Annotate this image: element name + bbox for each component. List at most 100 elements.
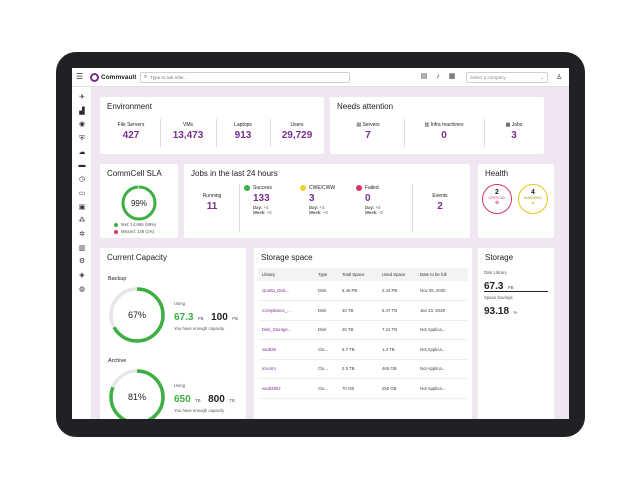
stat-label-text: Infra machines: [430, 122, 464, 128]
table-row[interactable]: Compliance_... Disk 30 TB 5.47 TB Jan 23…: [258, 300, 468, 321]
used-space-cell: 250 GB: [378, 378, 416, 399]
archive-gauge[interactable]: 81%: [107, 367, 167, 419]
backup-note: You have enough capacity: [174, 326, 225, 331]
dashboard-icon[interactable]: ▟: [79, 107, 85, 115]
menu-icon[interactable]: ☰: [76, 72, 84, 81]
network-icon[interactable]: ⁂: [78, 217, 86, 225]
week-delta: +2: [266, 210, 272, 215]
column-header[interactable]: Used Space: [378, 268, 416, 281]
sla-donut[interactable]: 99%: [100, 164, 178, 238]
archive-gauge-arc: [109, 369, 165, 419]
table-row[interactable]: vault2802 Clo... 70 GB 250 GB Not Applic…: [258, 378, 468, 399]
running-stat[interactable]: Running 11: [192, 193, 232, 212]
success-stat[interactable]: Success 133 Day: +4 Week: +2: [244, 185, 296, 215]
archive-label: Archive: [108, 358, 127, 364]
search-icon: ⌕: [144, 74, 148, 80]
type-cell: Disk: [314, 320, 338, 340]
protect-icon[interactable]: ◉: [78, 121, 86, 129]
laptops-stat[interactable]: Laptops 913: [218, 122, 268, 141]
type-cell: Clo...: [314, 359, 338, 379]
logo[interactable]: Commvault: [90, 72, 137, 82]
library-cell[interactable]: vault28: [258, 339, 314, 360]
cwe-day: Day: +3: [309, 205, 352, 210]
backup-label: Backup: [108, 276, 127, 282]
company-select[interactable]: Select a company ⌄: [466, 72, 548, 83]
critical-icon: ⊗: [494, 200, 500, 206]
library-cell[interactable]: Compliance_...: [258, 300, 314, 321]
library-cell[interactable]: vault2802: [258, 378, 314, 399]
chevron-down-icon: ⌄: [540, 74, 544, 80]
sla-percent: 99%: [131, 199, 147, 208]
storage-card: Storage Disk Library 67.3 PB Space Savin…: [478, 248, 554, 419]
column-header[interactable]: Library: [258, 268, 314, 281]
backup-gauge-arc: [109, 287, 165, 343]
divider: [412, 184, 413, 232]
app-screen: ☰ Commvault ⌕ ▤ ♪ ▦ Select a company ⌄ ♙: [72, 68, 569, 419]
cube-icon[interactable]: ◈: [79, 271, 85, 279]
users-stat[interactable]: Users 29,729: [272, 122, 322, 141]
failed-stat[interactable]: Failed 0 Day: +0 Week: -3: [356, 185, 408, 215]
library-cell[interactable]: Disk_Storage...: [258, 320, 314, 340]
servers-stat[interactable]: ▤ Servers 7: [336, 122, 400, 141]
globe-icon[interactable]: ◍: [78, 285, 86, 293]
environment-title: Environment: [107, 102, 152, 111]
success-value: 133: [253, 193, 270, 204]
warning-icon: ▲: [530, 200, 536, 206]
needs-attention-card: Needs attention ▤ Servers 7 ▥ Infra mach…: [330, 97, 544, 154]
server-icon[interactable]: ▣: [78, 203, 86, 211]
jobs-stat[interactable]: ▦ Jobs 3: [486, 122, 542, 141]
file-servers-stat[interactable]: File Servers 427: [104, 122, 158, 141]
backup-gauge[interactable]: 67%: [107, 285, 167, 345]
shield-icon[interactable]: ⛨: [79, 135, 85, 143]
failed-value: 0: [365, 193, 371, 204]
health-title: Health: [485, 169, 509, 178]
guided-setup-icon[interactable]: ✈: [79, 94, 85, 101]
table-row[interactable]: Disk_Storage... Disk 25 TB 7.21 TB Not A…: [258, 320, 468, 340]
capacity-title: Current Capacity: [107, 253, 168, 262]
cwe-stat[interactable]: CWE/CWW 3 Day: +3 Week: +3: [300, 185, 352, 215]
search-box[interactable]: ⌕: [140, 72, 350, 83]
critical-badge[interactable]: 2 CRITICAL ⊗: [482, 184, 512, 214]
stat-label-text: Servers: [362, 122, 380, 128]
workflow-icon[interactable]: ⚙: [78, 258, 86, 266]
divider: [484, 119, 485, 147]
used-space-cell: 2.44 PB: [378, 281, 416, 301]
storage-icon[interactable]: ▭: [78, 189, 86, 197]
events-stat[interactable]: Events 2: [416, 193, 464, 212]
archive-used-unit: TB: [195, 398, 201, 403]
vms-stat[interactable]: VMs 13,473: [162, 122, 214, 141]
column-header[interactable]: Date to be full: [416, 268, 468, 281]
day-delta: +0: [375, 205, 381, 210]
day-label: Day:: [309, 205, 319, 210]
environment-card: Environment File Servers 427 VMs 13,473 …: [100, 97, 324, 154]
disk-library-value-row[interactable]: 67.3 PB: [484, 276, 514, 294]
space-savings-value-row[interactable]: 93.18 %: [484, 301, 517, 319]
table-row[interactable]: Quotta_Disk... Disk 5.46 PB 2.44 PB Nov …: [258, 281, 468, 301]
monitor-icon[interactable]: ◷: [78, 176, 86, 184]
reports-icon[interactable]: ▥: [78, 244, 86, 252]
table-row[interactable]: vault28 Clo... 6.7 TB 1.4 TB Not Applica…: [258, 339, 468, 360]
library-cell[interactable]: Quotta_Disk...: [258, 281, 314, 301]
user-icon[interactable]: ♙: [556, 74, 563, 81]
clipboard-icon[interactable]: ▤: [420, 73, 428, 80]
critical-label: CRITICAL: [488, 196, 506, 200]
column-header[interactable]: Total Space: [338, 268, 378, 281]
server-icon: ▤: [356, 122, 363, 128]
app-name: Commvault: [101, 73, 137, 81]
jobs-icon[interactable]: ▬: [78, 162, 86, 170]
sla-met-legend: Met: 14,665 (99%): [114, 222, 156, 227]
search-input[interactable]: [150, 75, 331, 80]
jobs-icon: ▦: [505, 122, 512, 128]
column-header[interactable]: Type: [314, 268, 338, 281]
infra-machines-stat[interactable]: ▥ Infra machines 0: [406, 122, 482, 141]
grid-icon[interactable]: ▦: [448, 73, 456, 80]
stat-label: VMs: [183, 122, 193, 128]
table-row[interactable]: szvorm Clo... 2.5 TB 465 GB Not Applica.…: [258, 359, 468, 379]
library-cell[interactable]: szvorm: [258, 359, 314, 379]
warning-badge[interactable]: 4 WARNING ▲: [518, 184, 548, 214]
day-delta: +4: [263, 205, 269, 210]
settings-icon[interactable]: ✲: [79, 230, 85, 238]
total-space-cell: 5.46 PB: [338, 281, 378, 301]
bell-icon[interactable]: ♪: [436, 73, 440, 80]
cloud-icon[interactable]: ☁: [78, 148, 86, 156]
